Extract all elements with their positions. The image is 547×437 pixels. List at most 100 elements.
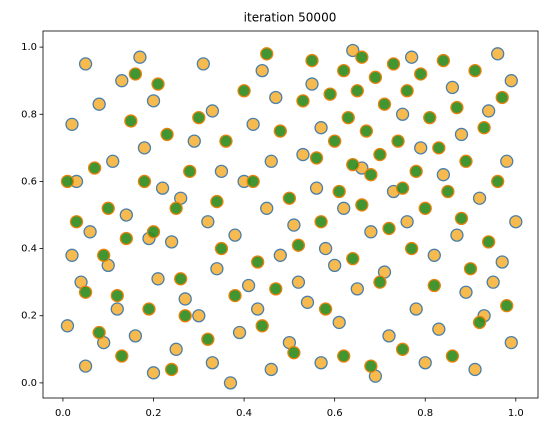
- scatter-point: [491, 47, 505, 61]
- scatter-point: [137, 141, 152, 155]
- scatter-point: [350, 282, 364, 296]
- scatter-point: [409, 302, 423, 316]
- scatter-point: [300, 295, 315, 309]
- scatter-point: [251, 302, 265, 316]
- scatter-point: [69, 215, 84, 229]
- scatter-point: [241, 278, 256, 293]
- chart-title: iteration 50000: [244, 11, 337, 25]
- scatter-point: [337, 349, 351, 363]
- scatter-point: [427, 248, 441, 262]
- scatter-point: [414, 67, 428, 81]
- scatter-point: [219, 134, 233, 148]
- scatter-point: [305, 77, 319, 91]
- x-tick-label: 0.4: [236, 408, 252, 419]
- x-tick-label: 1.0: [508, 408, 524, 419]
- scatter-point: [269, 282, 283, 296]
- scatter-point: [101, 201, 115, 215]
- scatter-point: [436, 168, 450, 182]
- x-tick-label: 0.8: [417, 408, 433, 419]
- scatter-point: [169, 201, 183, 215]
- scatter-point: [491, 174, 505, 189]
- scatter-point: [128, 329, 143, 343]
- scatter-point: [318, 302, 333, 316]
- scatter-point: [128, 67, 143, 81]
- scatter-point: [309, 151, 324, 165]
- scatter-point: [164, 362, 179, 377]
- scatter-point: [251, 255, 265, 269]
- scatter-point: [441, 184, 455, 199]
- scatter-point: [214, 164, 229, 179]
- scatter-point: [296, 147, 310, 162]
- scatter-point: [318, 241, 333, 256]
- scatter-point: [481, 104, 496, 118]
- x-tick-label: 0.6: [327, 408, 343, 419]
- scatter-point: [409, 164, 423, 179]
- scatter-point: [382, 221, 396, 236]
- scatter-point: [364, 168, 378, 182]
- scatter-point: [255, 319, 269, 333]
- scatter-point: [65, 248, 79, 262]
- scatter-point: [146, 366, 161, 380]
- scatter-point: [323, 87, 337, 101]
- scatter-point: [404, 50, 419, 64]
- scatter-point: [332, 315, 346, 330]
- scatter-point: [504, 335, 518, 350]
- scatter-point: [246, 117, 260, 131]
- scatter-point: [119, 208, 133, 222]
- scatter-point: [264, 362, 278, 377]
- scatter-point: [337, 63, 351, 78]
- scatter-point: [92, 97, 106, 111]
- scatter-point: [495, 90, 509, 105]
- y-tick-label: 0.8: [21, 109, 37, 120]
- scatter-point: [386, 57, 401, 71]
- scatter-point: [418, 356, 432, 370]
- y-tick-label: 0.2: [21, 311, 37, 322]
- scatter-point: [124, 114, 138, 128]
- scatter-point: [373, 147, 387, 162]
- scatter-point: [78, 285, 93, 299]
- scatter-point: [364, 359, 378, 373]
- scatter-point: [232, 325, 247, 340]
- scatter-point: [472, 191, 487, 205]
- scatter-point: [291, 238, 306, 252]
- scatter-point: [450, 228, 464, 242]
- scatter-point: [468, 63, 482, 78]
- scatter-point: [214, 241, 229, 256]
- scatter-point: [92, 325, 106, 340]
- scatter-point: [119, 231, 133, 246]
- scatter-point: [78, 57, 93, 71]
- scatter-point: [418, 201, 432, 215]
- scatter-point: [332, 184, 346, 199]
- scatter-point: [287, 218, 301, 232]
- scatter-point: [210, 262, 224, 276]
- scatter-point: [391, 134, 405, 148]
- scatter-point: [504, 74, 518, 88]
- scatter-point: [260, 47, 274, 61]
- scatter-point: [432, 141, 446, 155]
- scatter-point: [78, 359, 93, 373]
- y-tick-label: 1.0: [21, 42, 37, 53]
- scatter-point: [314, 121, 328, 135]
- scatter-point: [65, 117, 79, 131]
- scatter-point: [404, 241, 419, 256]
- scatter-point: [169, 342, 183, 356]
- scatter-point: [178, 309, 192, 323]
- scatter-point: [264, 154, 278, 168]
- scatter-point: [192, 309, 206, 323]
- y-tick-label: 0.4: [21, 244, 37, 255]
- scatter-point: [350, 84, 364, 98]
- scatter-point: [450, 100, 464, 115]
- scatter-point: [178, 292, 192, 306]
- scatter-point: [341, 110, 355, 125]
- x-tick-label: 0.2: [146, 408, 162, 419]
- scatter-point: [201, 215, 215, 229]
- scatter-point: [454, 211, 469, 226]
- scatter-point: [346, 157, 360, 172]
- scatter-point: [282, 191, 297, 205]
- scatter-point: [97, 248, 111, 262]
- y-tick-label: 0.0: [21, 378, 37, 389]
- scatter-point: [468, 362, 482, 377]
- scatter-point: [273, 124, 287, 138]
- scatter-point: [151, 272, 165, 286]
- scatter-point: [355, 50, 369, 64]
